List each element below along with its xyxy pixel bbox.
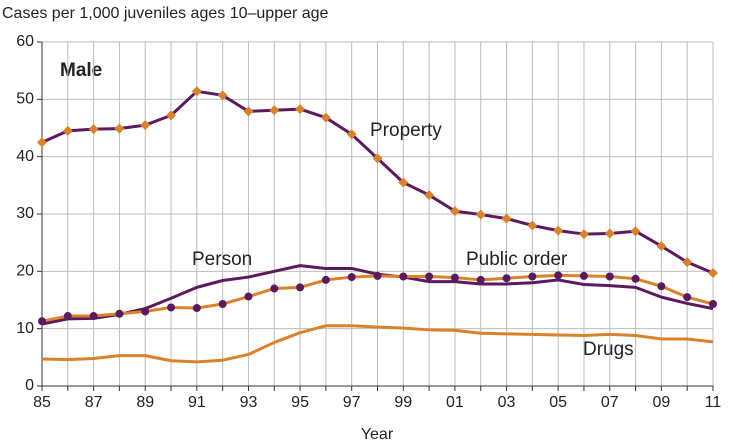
x-tick-label: 03 <box>498 394 516 411</box>
marker <box>295 104 306 115</box>
marker <box>217 90 228 101</box>
series-line <box>41 324 714 364</box>
x-tick-label: 87 <box>85 394 103 411</box>
x-tick-label: 85 <box>33 394 51 411</box>
y-tick-label: 20 <box>16 263 34 280</box>
y-tick-label: 10 <box>16 320 34 337</box>
marker <box>630 226 641 237</box>
y-tick-label: 40 <box>16 148 34 165</box>
marker <box>321 275 330 284</box>
marker <box>578 229 589 240</box>
x-tick-label: 95 <box>291 394 309 411</box>
marker <box>192 304 201 313</box>
x-tick-label: 09 <box>652 394 670 411</box>
marker <box>346 129 357 140</box>
marker <box>347 273 356 282</box>
x-tick-label: 07 <box>601 394 619 411</box>
marker <box>191 86 202 97</box>
marker <box>372 153 383 164</box>
y-tick-label: 30 <box>16 205 34 222</box>
x-tick-label: 93 <box>240 394 258 411</box>
marker <box>425 272 434 281</box>
marker <box>63 312 72 321</box>
marker <box>115 309 124 318</box>
marker <box>114 123 125 134</box>
series-label: Public order <box>466 249 568 270</box>
marker <box>528 272 537 281</box>
marker <box>501 213 512 224</box>
x-tick-label: 89 <box>136 394 154 411</box>
x-tick-label: 99 <box>394 394 412 411</box>
marker <box>424 190 435 201</box>
marker <box>88 124 99 135</box>
series-label: Drugs <box>583 339 634 360</box>
marker <box>682 257 693 268</box>
marker <box>141 307 150 316</box>
marker <box>399 272 408 281</box>
x-tick-label: 01 <box>446 394 464 411</box>
annotation: Male <box>60 60 102 81</box>
marker <box>657 282 666 291</box>
x-tick-label: 11 <box>705 394 722 411</box>
marker <box>709 300 717 309</box>
chart-title: Cases per 1,000 juveniles ages 10–upper … <box>2 5 329 22</box>
marker <box>475 209 486 220</box>
marker <box>605 272 614 281</box>
x-tick-label: 97 <box>343 394 361 411</box>
marker <box>244 292 253 301</box>
marker <box>38 317 46 326</box>
marker <box>579 271 588 280</box>
marker <box>89 312 98 321</box>
marker <box>140 120 151 131</box>
marker <box>502 274 511 283</box>
marker <box>320 112 331 123</box>
marker <box>683 293 692 302</box>
marker <box>449 206 460 217</box>
marker <box>269 105 280 116</box>
marker <box>656 241 667 252</box>
marker <box>476 275 485 284</box>
marker <box>398 177 409 188</box>
marker <box>296 283 305 292</box>
marker <box>243 106 254 117</box>
y-tick-label: 60 <box>16 33 34 50</box>
x-tick-label: 91 <box>188 394 206 411</box>
marker <box>553 225 564 236</box>
marker <box>167 303 176 312</box>
marker <box>527 220 538 231</box>
marker <box>270 284 279 293</box>
marker <box>604 228 615 239</box>
marker <box>373 271 382 280</box>
series-label: Property <box>370 120 442 141</box>
marker <box>554 271 563 280</box>
marker <box>62 125 73 136</box>
marker <box>450 273 459 282</box>
marker <box>37 137 47 148</box>
y-tick-label: 0 <box>25 377 34 394</box>
marker <box>708 268 718 279</box>
marker <box>166 110 177 121</box>
x-tick-label: 05 <box>549 394 567 411</box>
x-axis-label: Year <box>361 426 394 443</box>
y-tick-label: 50 <box>16 91 34 108</box>
series-label: Person <box>192 249 252 270</box>
marker <box>218 300 227 309</box>
marker <box>631 274 640 283</box>
